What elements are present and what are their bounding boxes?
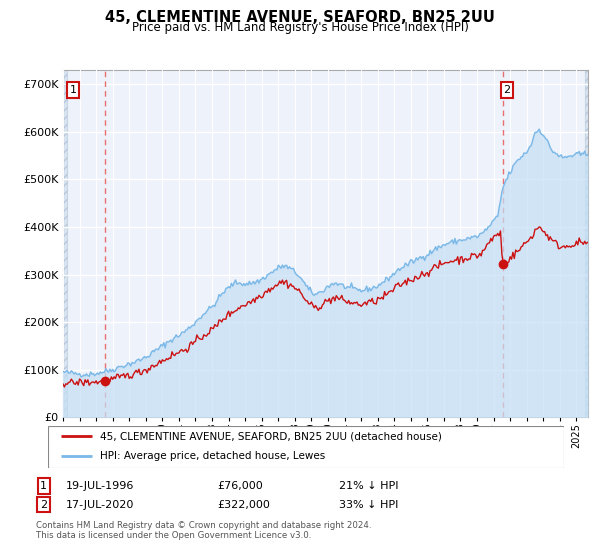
Text: 19-JUL-1996: 19-JUL-1996 bbox=[66, 481, 134, 491]
Text: Price paid vs. HM Land Registry's House Price Index (HPI): Price paid vs. HM Land Registry's House … bbox=[131, 21, 469, 34]
Text: 45, CLEMENTINE AVENUE, SEAFORD, BN25 2UU (detached house): 45, CLEMENTINE AVENUE, SEAFORD, BN25 2UU… bbox=[100, 431, 442, 441]
Bar bbox=[584, 70, 588, 417]
Text: 2: 2 bbox=[40, 500, 47, 510]
Bar bbox=[63, 70, 67, 417]
Text: £322,000: £322,000 bbox=[218, 500, 271, 510]
Text: HPI: Average price, detached house, Lewes: HPI: Average price, detached house, Lewe… bbox=[100, 451, 325, 461]
Text: 33% ↓ HPI: 33% ↓ HPI bbox=[339, 500, 398, 510]
Text: 21% ↓ HPI: 21% ↓ HPI bbox=[339, 481, 398, 491]
Text: 45, CLEMENTINE AVENUE, SEAFORD, BN25 2UU: 45, CLEMENTINE AVENUE, SEAFORD, BN25 2UU bbox=[105, 10, 495, 25]
Text: £76,000: £76,000 bbox=[218, 481, 263, 491]
Text: 1: 1 bbox=[40, 481, 47, 491]
Bar bbox=[63, 70, 67, 417]
Text: 2: 2 bbox=[503, 85, 511, 95]
Text: Contains HM Land Registry data © Crown copyright and database right 2024.
This d: Contains HM Land Registry data © Crown c… bbox=[35, 521, 371, 540]
Text: 17-JUL-2020: 17-JUL-2020 bbox=[66, 500, 134, 510]
Bar bbox=[584, 70, 588, 417]
Text: 1: 1 bbox=[70, 85, 76, 95]
